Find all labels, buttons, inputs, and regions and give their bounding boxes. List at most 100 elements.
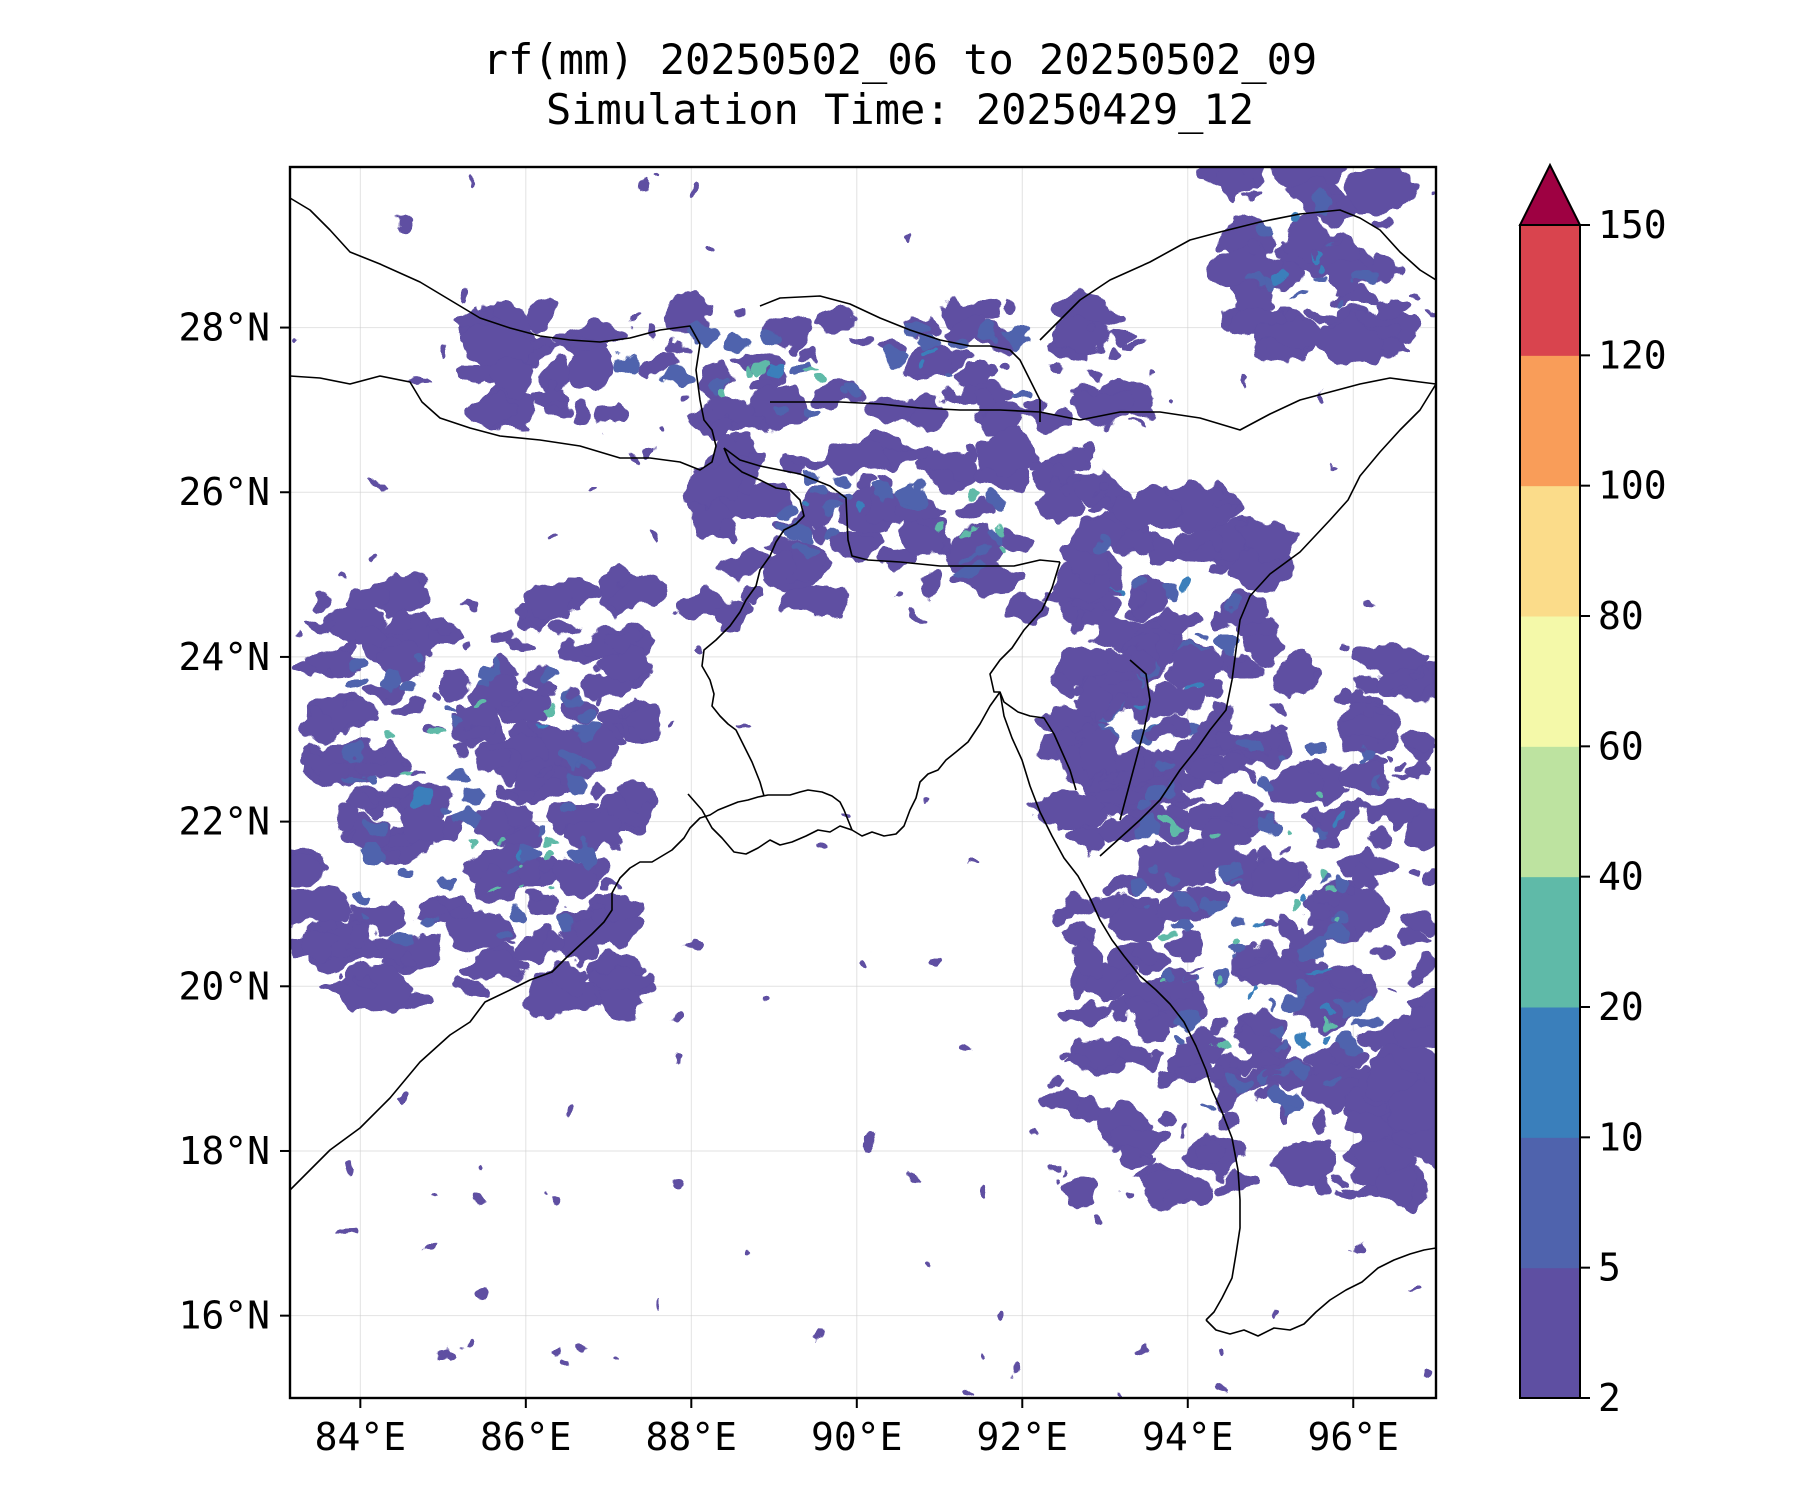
lon-tick-label: 90°E [811, 1415, 903, 1459]
rain-cell [1242, 769, 1253, 781]
rain-cell [1096, 719, 1108, 728]
rain-cell [1154, 606, 1196, 635]
rain-cell [451, 743, 470, 755]
rain-cell [1145, 531, 1159, 540]
rain-cell [1085, 777, 1102, 791]
rain-cell [921, 351, 936, 360]
rain-cell [1285, 1064, 1310, 1082]
border-tibet-arunachal [1039, 209, 1436, 341]
rain-cell [1001, 527, 1034, 552]
rain-cell [294, 661, 321, 678]
rain-cell [518, 853, 525, 858]
rain-cell [430, 727, 446, 736]
rain-region [1029, 643, 1436, 1211]
rain-cell [1314, 823, 1327, 833]
rain-cell [1170, 649, 1219, 682]
rain-cell [473, 1286, 489, 1298]
rain-cell [354, 889, 375, 904]
rain-cell [374, 669, 401, 689]
rain-cell [1205, 966, 1232, 985]
rain-cell [356, 977, 371, 983]
rain-cell [582, 974, 595, 980]
rain-cell [706, 394, 746, 423]
rain-cell [1051, 1078, 1064, 1087]
rain-cell [1215, 1110, 1238, 1131]
rain-cell [1328, 813, 1344, 821]
rain-cell [385, 733, 394, 746]
rain-cell [458, 697, 503, 732]
rain-cell [967, 544, 987, 558]
rain-cell [1375, 664, 1429, 700]
rain-cell [1240, 520, 1297, 563]
rain-cell [746, 365, 753, 375]
rain-cell [290, 889, 353, 923]
colorbar-tick-label: 100 [1598, 464, 1667, 508]
rain-cell [1162, 819, 1178, 830]
rain-cell [1132, 1153, 1156, 1164]
rain-cell [1301, 347, 1308, 352]
rain-cell [399, 758, 409, 765]
rain-cell [521, 345, 550, 363]
rain-cell [1088, 497, 1117, 510]
rain-cell [1094, 1062, 1128, 1074]
rain-cell [1186, 972, 1196, 982]
rain-cell [1209, 607, 1230, 633]
rain-cell [1269, 1002, 1278, 1009]
rain-cell [399, 682, 416, 694]
rain-cell [293, 711, 339, 741]
rain-cell [503, 804, 535, 828]
rain-cell [1268, 705, 1289, 718]
rain-cell [513, 760, 551, 790]
rain-cell [1255, 1090, 1274, 1104]
colorbar-tick-label: 40 [1598, 855, 1644, 899]
rain-cell [1427, 310, 1436, 316]
rain-cell [1431, 188, 1436, 196]
rain-cell [342, 706, 353, 711]
rain-cell [1104, 344, 1123, 357]
rain-cell [1289, 830, 1296, 835]
rain-cell [491, 890, 503, 895]
rain-cell [1314, 873, 1323, 883]
rain-cell [1114, 489, 1179, 533]
rain-cell [1212, 497, 1243, 508]
rain-cell [1396, 762, 1402, 773]
rain-cell [1093, 482, 1105, 492]
rain-cell [687, 462, 740, 507]
lat-tick-label: 22°N [178, 800, 270, 844]
rain-cell [547, 533, 558, 541]
rain-cell [565, 1106, 572, 1116]
border-india-nepal-north [290, 197, 701, 345]
rain-cell [652, 175, 662, 181]
rain-cell [1314, 890, 1343, 905]
rain-cell [1159, 969, 1176, 981]
colorbar-swatch [1520, 225, 1580, 356]
rain-cell [1398, 911, 1436, 933]
rain-cell [824, 440, 888, 473]
rain-cell [421, 1240, 435, 1249]
rain-cell [1255, 920, 1277, 930]
rain-cell [919, 568, 945, 594]
rain-cell [1330, 879, 1353, 895]
rain-cell [1274, 656, 1322, 694]
rain-cell [1143, 724, 1155, 733]
rain-cell [474, 660, 501, 680]
rain-cell [905, 344, 960, 381]
rain-cell [1410, 969, 1427, 980]
rain-cell [597, 707, 627, 741]
rain-cell [622, 722, 632, 735]
rain-cell [578, 1336, 589, 1349]
rain-cell [1417, 871, 1436, 888]
rain-cell [381, 634, 403, 648]
rain-cell [666, 369, 694, 388]
rain-cell [1238, 243, 1258, 258]
rain-cell [447, 704, 458, 713]
rain-cell [1231, 912, 1245, 922]
rain-cell [829, 533, 880, 563]
rain-cell [735, 431, 741, 444]
rain-cell [442, 803, 455, 812]
rain-cell [1155, 1109, 1176, 1131]
rain-cell [1308, 311, 1334, 323]
rain-cell [368, 479, 383, 485]
rain-cell [338, 966, 410, 1017]
rain-cell [727, 308, 747, 318]
